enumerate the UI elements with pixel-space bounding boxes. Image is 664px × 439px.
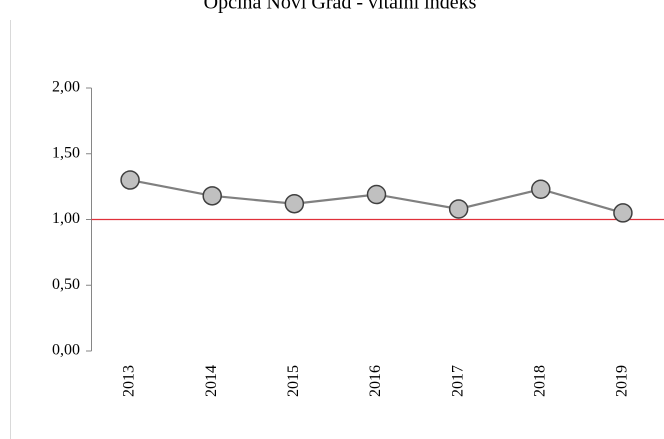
y-tick-label: 1,00 (52, 210, 80, 227)
marker (531, 179, 551, 200)
y-tick-label: 0,50 (52, 276, 80, 293)
marker (366, 184, 387, 205)
marker (284, 193, 305, 214)
marker (202, 186, 222, 206)
y-tick-label: 0,00 (52, 342, 80, 359)
chart-title: Općina Novi Grad - vitalni indeks (204, 0, 477, 14)
x-tick-label: 2013 (121, 365, 138, 397)
marker (613, 203, 633, 223)
x-tick-label: 2014 (203, 365, 220, 397)
x-tick-label: 2016 (367, 365, 384, 397)
marker (120, 170, 140, 190)
x-tick-label: 2018 (531, 365, 548, 397)
x-tick-label: 2017 (449, 365, 466, 397)
x-tick-label: 2019 (614, 365, 631, 397)
y-tick-label: 2,00 (52, 79, 80, 96)
y-tick-label: 1,50 (52, 144, 80, 161)
x-tick-label: 2015 (285, 365, 302, 397)
marker (448, 199, 469, 219)
